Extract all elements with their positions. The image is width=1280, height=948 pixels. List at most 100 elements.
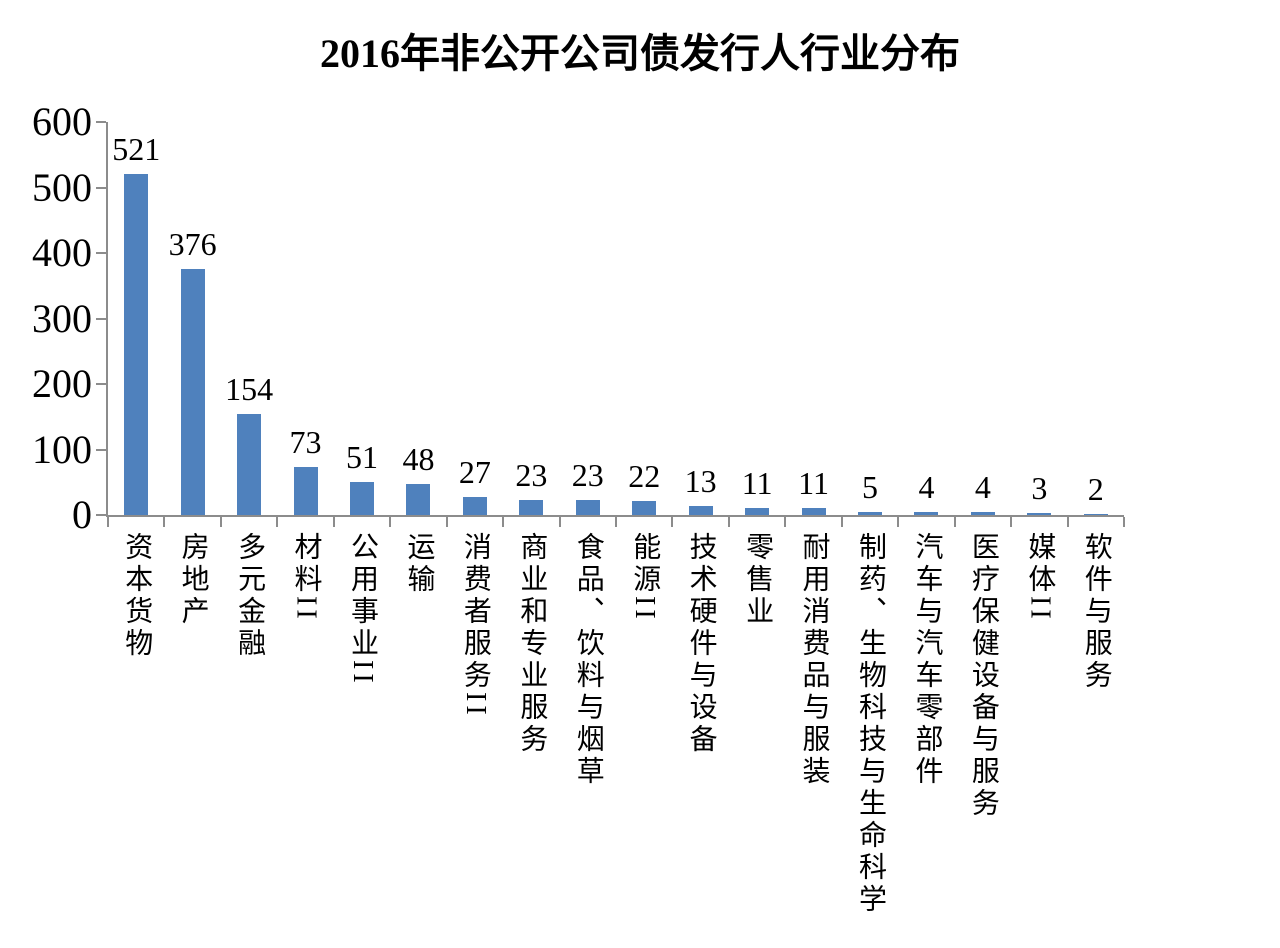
bar-value-label: 376 [168, 225, 217, 262]
bar-column: 48 运输 [390, 122, 446, 948]
category-label-text: 能源II [629, 532, 661, 623]
bar [462, 497, 487, 515]
y-tick-label: 300 [32, 295, 92, 341]
x-axis-tick [897, 517, 900, 527]
category-label: 商业和专业服务 [503, 532, 559, 948]
x-axis-tick [502, 517, 505, 527]
bar-value-label: 73 [289, 424, 322, 461]
bar-value-label: 22 [628, 457, 661, 494]
x-axis-tick [840, 517, 843, 527]
category-label: 消费者服务II [447, 532, 503, 948]
bar-value-label: 3 [1031, 470, 1048, 507]
category-label: 软件与服务 [1068, 532, 1124, 948]
category-label-text: 食品、饮料与烟草 [572, 532, 604, 788]
x-axis-tick [1123, 517, 1125, 527]
bar-value-label: 11 [741, 464, 773, 501]
bar-value-label: 13 [684, 463, 717, 500]
category-label-text: 运输 [403, 532, 435, 596]
bar-column: 73 材料II [277, 122, 333, 948]
bar [1083, 513, 1108, 515]
bar-column: 376 房地产 [164, 122, 220, 948]
bar [632, 500, 657, 515]
y-tick-label: 600 [32, 99, 92, 144]
x-axis-tick [1066, 517, 1069, 527]
x-axis-tick [558, 517, 561, 527]
x-axis-tick [163, 517, 166, 527]
bar [406, 483, 431, 515]
category-label-text: 技术硬件与设备 [685, 532, 717, 756]
bar [801, 507, 826, 515]
bar-column: 2 软件与服务 [1068, 122, 1124, 948]
bar-column: 3 媒体II [1011, 122, 1067, 948]
bar [914, 512, 939, 515]
y-axis-line [106, 122, 108, 517]
bar-column: 23 食品、饮料与烟草 [560, 122, 616, 948]
bar-value-label: 5 [861, 468, 878, 505]
category-label: 制药、生物科技与生命科学 [842, 532, 898, 948]
bar-column: 11 零售业 [729, 122, 785, 948]
y-axis-tick [96, 121, 106, 123]
category-label: 资本货物 [108, 532, 164, 948]
category-label-text: 资本货物 [121, 532, 153, 660]
category-label-text: 商业和专业服务 [516, 532, 548, 756]
chart-title: 2016年非公开公司债发行人行业分布 [320, 31, 960, 76]
category-label-text: 媒体II [1024, 532, 1056, 623]
bar-value-label: 23 [571, 456, 604, 493]
bar-column: 4 汽车与汽车零部件 [898, 122, 954, 948]
category-label-text: 材料II [290, 532, 322, 623]
y-tick-label: 200 [32, 361, 92, 406]
x-axis-tick [389, 517, 392, 527]
category-label: 技术硬件与设备 [672, 532, 728, 948]
x-axis-tick [784, 517, 787, 527]
y-axis-tick [96, 383, 106, 385]
bar-value-label: 154 [225, 371, 274, 408]
bar [237, 414, 262, 515]
bar-value-label: 11 [798, 464, 829, 501]
x-axis-line [106, 515, 1124, 517]
bar-column: 154 多元金融 [221, 122, 277, 948]
bar-column: 27 消费者服务II [447, 122, 503, 948]
bar [970, 512, 995, 515]
category-label-text: 医疗保健设备与服务 [967, 532, 999, 820]
bar-column: 23 商业和专业服务 [503, 122, 559, 948]
category-label-text: 房地产 [177, 532, 209, 628]
bar-value-label: 27 [458, 454, 491, 491]
category-label: 食品、饮料与烟草 [560, 532, 616, 948]
category-label: 房地产 [164, 532, 220, 948]
bar-columns: 521 资本货物 376 房地产 154 多元金融 73 材料II 51 公用事业II 48 运输 27… [108, 122, 1124, 948]
category-label: 运输 [390, 532, 446, 948]
x-axis-tick [1010, 517, 1013, 527]
bar-value-label: 521 [112, 130, 161, 167]
bar-column: 11 耐用消费品与服装 [785, 122, 841, 948]
category-label: 零售业 [729, 532, 785, 948]
y-tick-label: 100 [32, 426, 92, 472]
category-label: 医疗保健设备与服务 [955, 532, 1011, 948]
category-label: 公用事业II [334, 532, 390, 948]
x-axis-tick [615, 517, 617, 527]
category-label: 多元金融 [221, 532, 277, 948]
category-label-text: 消费者服务II [459, 532, 491, 719]
y-axis-tick [96, 317, 106, 320]
bar [857, 511, 882, 515]
bar [180, 268, 205, 515]
bar [519, 499, 544, 515]
category-label-text: 耐用消费品与服装 [798, 532, 830, 788]
bar-value-label: 48 [402, 440, 435, 477]
y-axis-tick [96, 252, 106, 254]
bar [349, 481, 374, 515]
y-axis-tick [96, 448, 106, 451]
bar [575, 499, 600, 515]
category-label: 媒体II [1011, 532, 1067, 948]
bar-column: 521 资本货物 [108, 122, 164, 948]
x-axis-tick [276, 517, 279, 527]
bar [745, 507, 770, 515]
bar [293, 467, 318, 515]
category-label: 耐用消费品与服装 [785, 532, 841, 948]
x-axis-tick [953, 517, 956, 527]
bar [124, 173, 149, 515]
category-label: 能源II [616, 532, 672, 948]
y-axis-tick [96, 514, 106, 516]
x-axis-tick [445, 517, 448, 527]
category-label-text: 零售业 [742, 532, 774, 628]
